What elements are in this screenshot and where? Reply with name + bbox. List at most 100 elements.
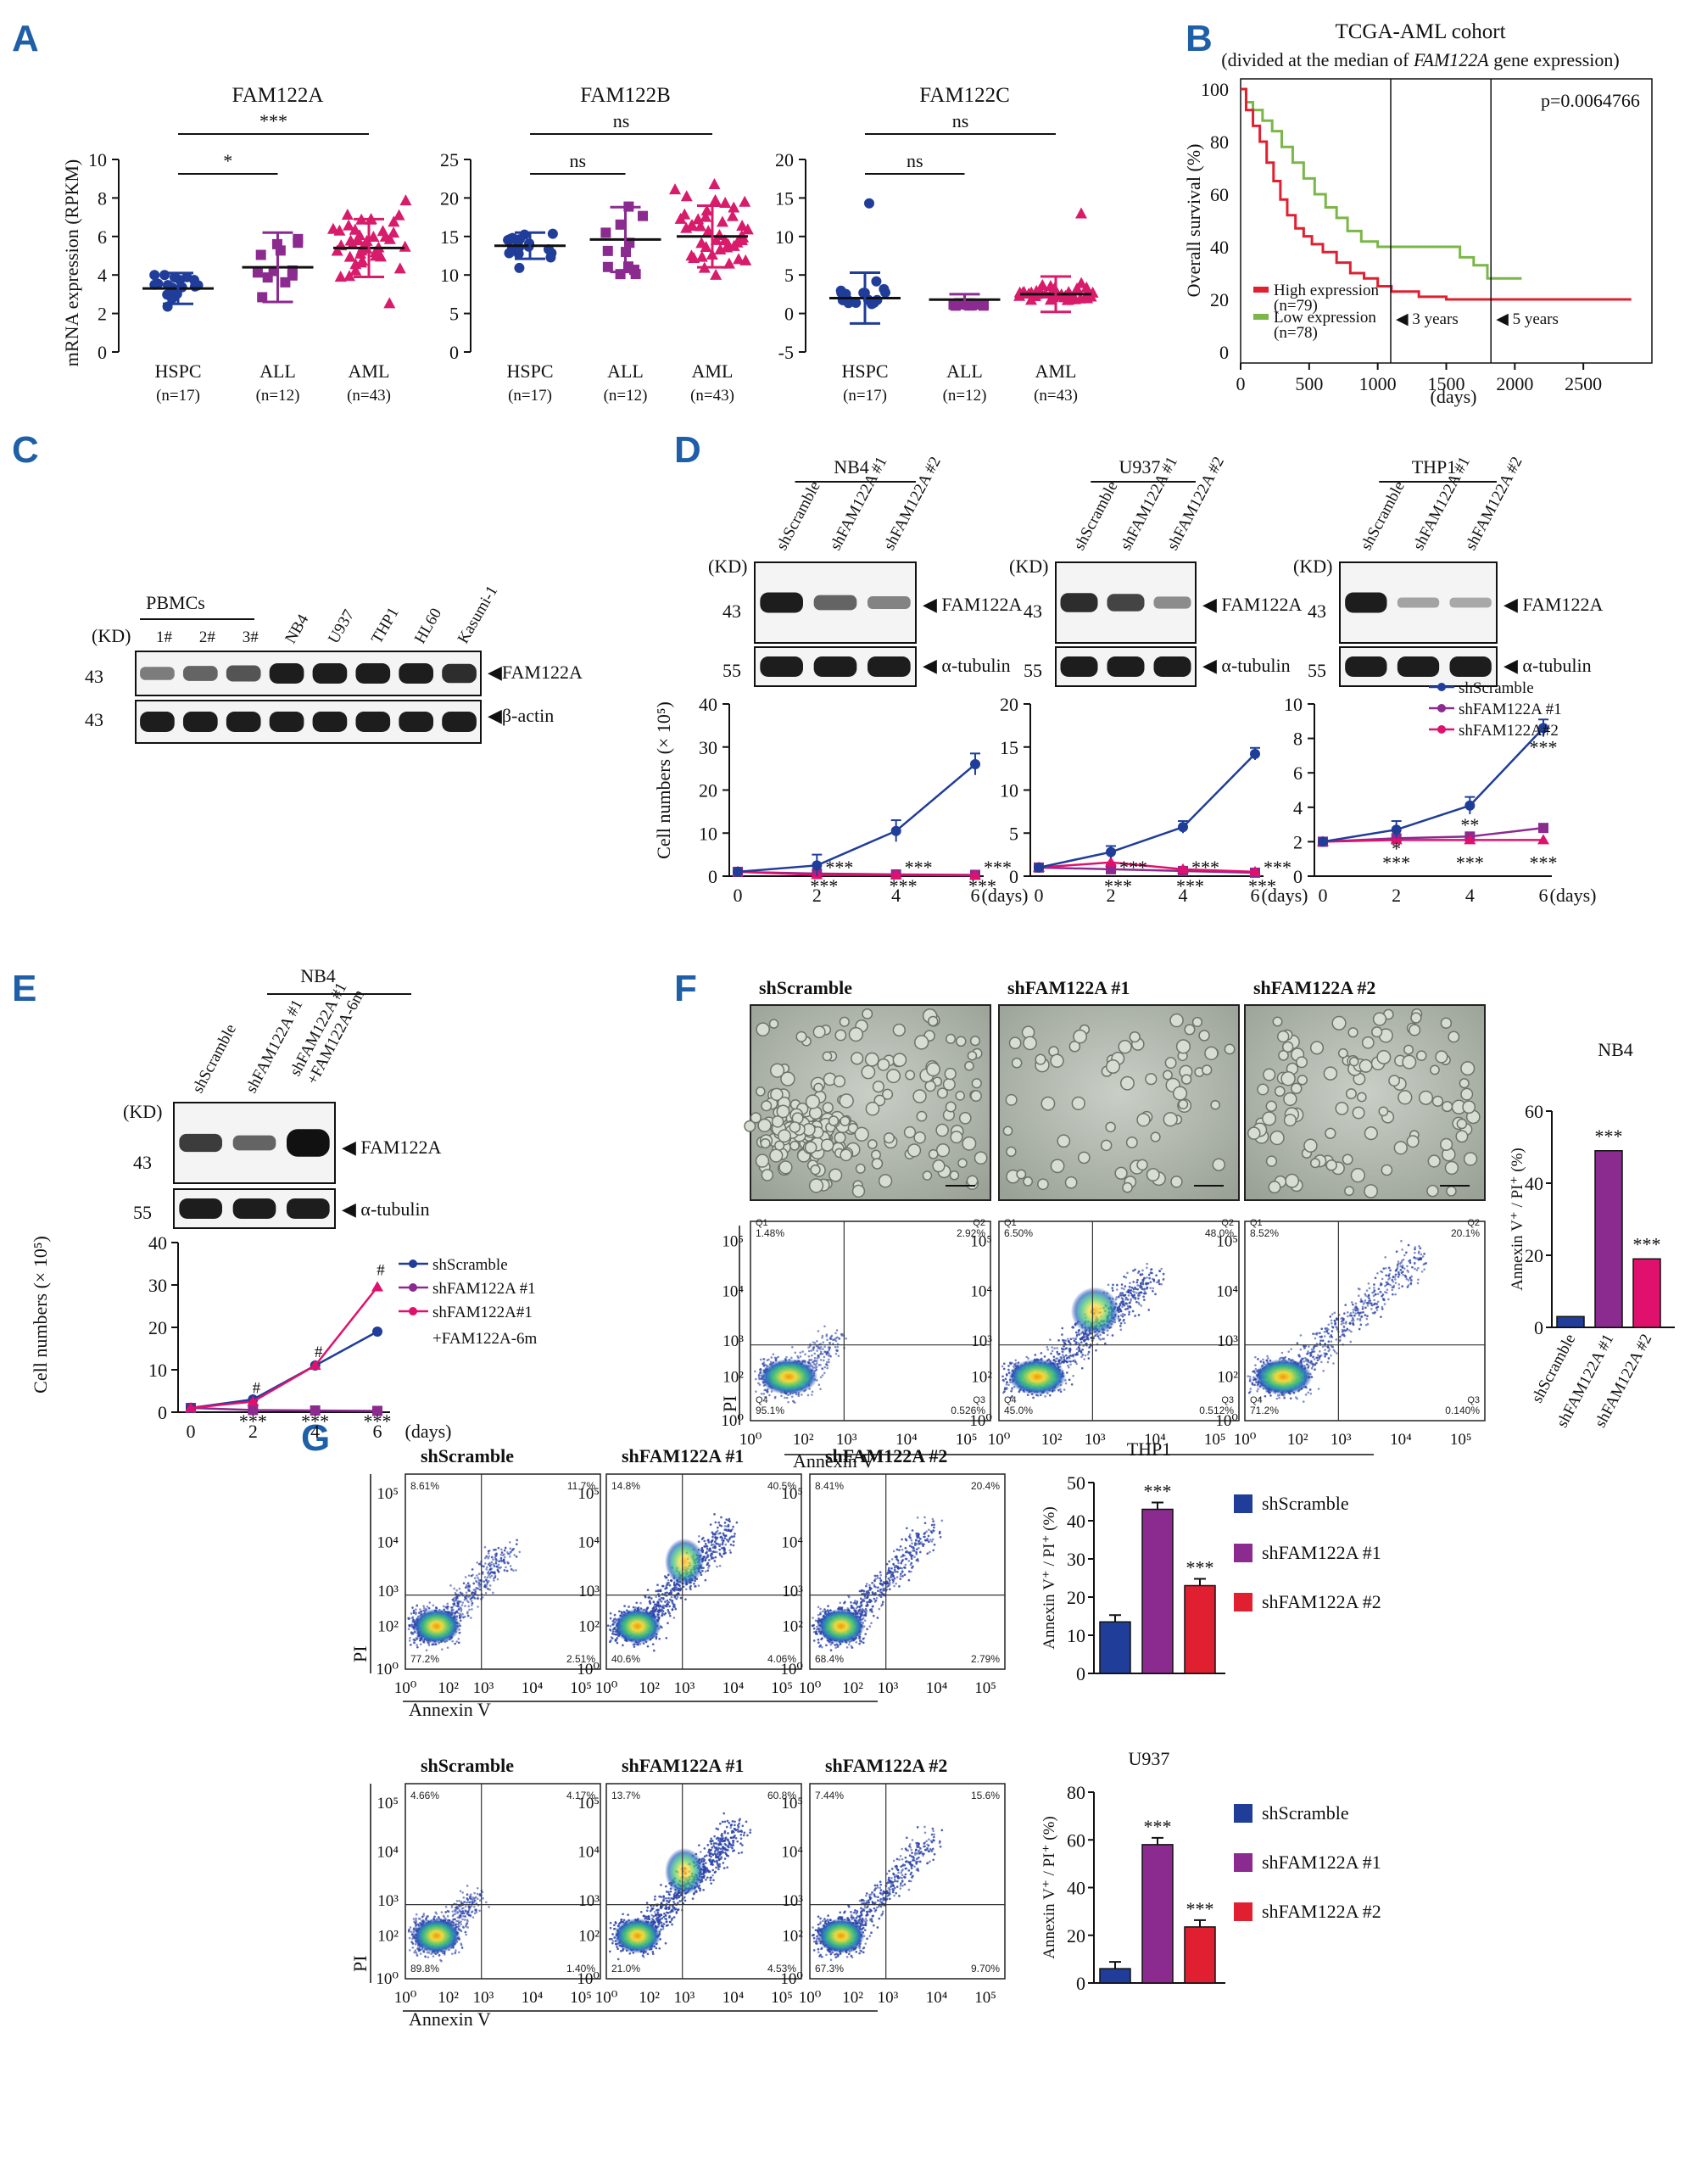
actin-blot-band [182, 712, 218, 732]
cell [1274, 1086, 1286, 1098]
event-dot [1342, 1325, 1346, 1328]
event-dot [1409, 1276, 1412, 1279]
event-dot [1140, 1304, 1143, 1307]
event-dot [1321, 1345, 1325, 1349]
event-dot [1342, 1321, 1345, 1325]
density-core-2 [1070, 1287, 1119, 1335]
event-dot [1063, 1355, 1066, 1359]
data-point [341, 208, 354, 220]
cell [848, 1026, 864, 1042]
event-dot [1137, 1294, 1140, 1298]
event-dot [1419, 1247, 1422, 1250]
data-point [721, 241, 734, 253]
cell [1272, 1016, 1283, 1027]
event-dot [823, 1359, 825, 1362]
event-dot [1126, 1304, 1130, 1308]
cell [936, 1087, 948, 1099]
event-dot [791, 1346, 794, 1349]
cell [1429, 1064, 1440, 1075]
y-tick-label: 8 [1293, 729, 1303, 750]
cell [935, 1123, 949, 1137]
panel-label-f: F [674, 968, 697, 1009]
cell [1364, 1126, 1378, 1141]
cell [1350, 1168, 1365, 1183]
log-y-tick: 10⁴ [722, 1282, 744, 1300]
cell [1169, 1013, 1184, 1028]
event-dot [1097, 1337, 1101, 1340]
event-dot [1299, 1334, 1303, 1337]
group-label: AML [692, 360, 734, 382]
event-dot [1366, 1304, 1370, 1307]
cell [769, 1148, 784, 1163]
event-dot [1001, 1378, 1005, 1382]
event-dot [819, 1346, 823, 1349]
event-dot [1350, 1330, 1353, 1333]
y-tick-label: 30 [699, 737, 717, 758]
event-dot [762, 1358, 765, 1360]
cell [1440, 1017, 1453, 1029]
event-dot [1124, 1321, 1126, 1325]
event-dot [809, 1344, 812, 1348]
cell [1372, 1012, 1387, 1026]
cell [789, 1121, 801, 1133]
event-dot [772, 1353, 775, 1356]
event-dot [1080, 1338, 1082, 1341]
data-point [349, 223, 361, 235]
km-y-tick: 80 [1210, 131, 1229, 153]
event-dot [1074, 1331, 1078, 1334]
event-dot [1119, 1293, 1123, 1297]
event-dot [1290, 1348, 1292, 1350]
data-point [713, 228, 726, 240]
cell [1459, 1078, 1470, 1089]
series-shfam122a-2-marker [969, 869, 981, 880]
event-dot [845, 1337, 848, 1340]
event-dot [1086, 1336, 1089, 1339]
cell [964, 1060, 974, 1071]
cell [1269, 1130, 1285, 1146]
event-dot [1134, 1296, 1136, 1299]
event-dot [822, 1348, 824, 1350]
event-dot [1354, 1312, 1358, 1315]
event-dot [1125, 1302, 1128, 1305]
event-dot [1398, 1262, 1402, 1265]
legend-marker [409, 1307, 417, 1315]
event-dot [1143, 1299, 1146, 1301]
cell [966, 1175, 979, 1187]
event-dot [1313, 1358, 1316, 1360]
data-point [978, 299, 989, 310]
event-dot [1107, 1283, 1110, 1287]
cell [1257, 1083, 1269, 1096]
event-dot [1129, 1301, 1131, 1304]
fam122a-blot-band [269, 663, 304, 684]
cell [955, 1091, 965, 1101]
event-dot [1248, 1375, 1252, 1378]
event-dot [1318, 1350, 1321, 1353]
cell [1335, 1101, 1349, 1115]
event-dot [1310, 1361, 1314, 1364]
cell [774, 1140, 785, 1151]
event-dot [1126, 1307, 1129, 1310]
event-dot [1324, 1349, 1326, 1351]
event-dot [1358, 1294, 1360, 1298]
event-dot [1384, 1284, 1386, 1287]
km-x-tick-label: 0 [1236, 373, 1246, 394]
cell [1410, 1012, 1422, 1024]
y-tick-label: 0 [1009, 866, 1018, 887]
panel-f-microscopy: shScramble shFAM122A #1 shFAM122A #2 [744, 977, 1486, 1201]
panel-d-ylabel: Cell numbers (× 10⁵) [653, 701, 674, 859]
cell [1119, 1075, 1135, 1091]
cell [969, 1036, 981, 1047]
cell [957, 1158, 968, 1169]
event-dot [1121, 1305, 1124, 1309]
event-dot [827, 1358, 830, 1361]
significance-mark: *** [239, 1410, 267, 1432]
log-x-tick: 10⁵ [1204, 1431, 1226, 1449]
event-dot [1356, 1318, 1359, 1321]
y-tick-label: 5 [449, 304, 459, 325]
lane-label: 2# [199, 628, 216, 646]
cell [808, 1178, 824, 1193]
cell [750, 1112, 762, 1124]
event-dot [1068, 1349, 1072, 1352]
density-core [760, 1359, 818, 1395]
